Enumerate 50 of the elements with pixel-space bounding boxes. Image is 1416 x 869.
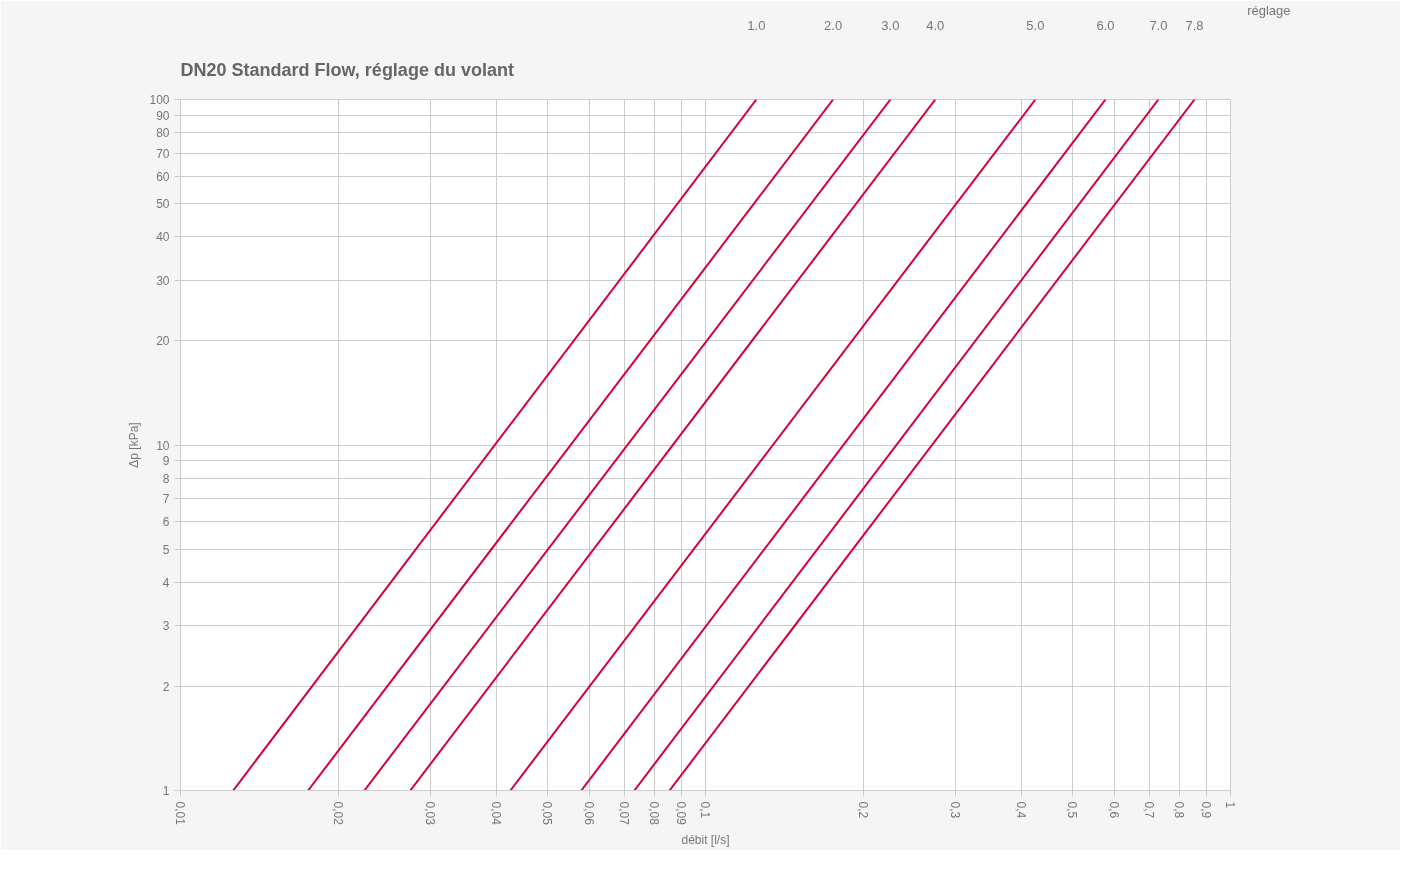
- text: 6.0: [1096, 17, 1115, 33]
- x-tick-label: 0,8: [1172, 801, 1187, 819]
- text: 7.0: [1149, 17, 1168, 33]
- x-tick-label: 0,02: [331, 801, 346, 826]
- x-tick-label: 0,1: [698, 801, 712, 819]
- x-tick-label: 0,5: [1064, 801, 1079, 819]
- x-tick-label: 0,2: [856, 801, 871, 819]
- x-tick-label: 0,7: [1141, 801, 1156, 819]
- y-tick-label: 5: [162, 542, 170, 557]
- y-tick-label: 1: [162, 784, 170, 798]
- x-tick-label: 0,06: [581, 801, 596, 826]
- y-axis-title: Δp [kPa]: [127, 422, 142, 468]
- legend-title: réglage: [1247, 2, 1291, 18]
- y-tick-label: 6: [162, 515, 170, 530]
- x-tick-label: 0,9: [1198, 801, 1213, 819]
- chart-title: DN20 Standard Flow, réglage du volant: [180, 59, 514, 80]
- x-tick-label: 0,09: [673, 801, 688, 826]
- text: 1.0: [747, 17, 766, 33]
- text: 2.0: [824, 17, 843, 33]
- y-tick-label: 4: [162, 575, 170, 590]
- text: 7.8: [1185, 17, 1204, 33]
- x-tick-label: 0,04: [489, 801, 504, 826]
- x-tick-label: 0,05: [539, 801, 554, 826]
- y-tick-label: 30: [156, 273, 170, 288]
- y-tick-label: 50: [156, 197, 170, 212]
- x-tick-label: 0,3: [948, 801, 963, 819]
- y-tick-label: 10: [156, 438, 170, 453]
- x-tick-label: 1: [1223, 801, 1237, 809]
- y-tick-label: 60: [156, 169, 170, 184]
- y-tick-label: 9: [162, 454, 170, 469]
- y-tick-label: 20: [156, 334, 170, 349]
- x-axis-title: débit [l/s]: [681, 832, 730, 847]
- text: 3.0: [881, 17, 900, 33]
- x-tick-label: 0,07: [616, 801, 631, 826]
- x-tick-label: 0,01: [173, 801, 187, 826]
- x-tick-label: 0,03: [423, 801, 438, 826]
- x-tick-label: 0,6: [1106, 801, 1121, 819]
- y-tick-label: 70: [156, 146, 170, 161]
- y-tick-label: 2: [162, 679, 170, 694]
- text: 5.0: [1026, 17, 1045, 33]
- y-tick-label: 8: [162, 471, 170, 486]
- x-tick-label: 0,08: [647, 801, 662, 826]
- y-tick-label: 80: [156, 126, 170, 141]
- text: 4.0: [926, 17, 945, 33]
- y-tick-label: 100: [149, 93, 170, 107]
- x-tick-label: 0,4: [1014, 801, 1029, 819]
- y-tick-label: 90: [156, 108, 170, 123]
- y-tick-label: 7: [162, 492, 170, 507]
- y-tick-label: 3: [162, 619, 170, 634]
- y-tick-label: 40: [156, 230, 170, 245]
